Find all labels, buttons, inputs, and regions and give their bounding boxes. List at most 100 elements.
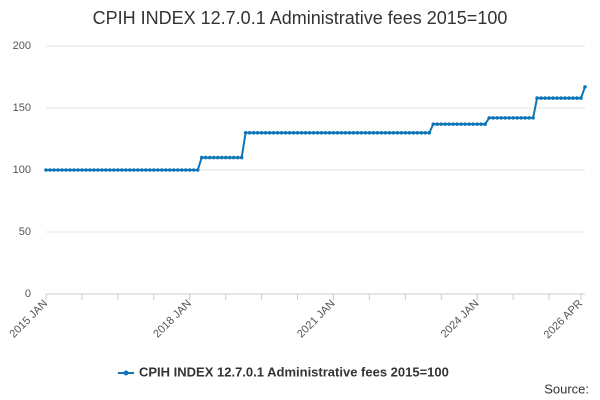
point: [84, 168, 88, 172]
point: [247, 131, 252, 135]
point: [263, 131, 268, 135]
point: [187, 168, 192, 172]
point: [491, 116, 495, 120]
point: [92, 168, 96, 172]
point: [64, 168, 68, 172]
point: [499, 116, 503, 120]
point: [367, 131, 372, 135]
point: [351, 131, 356, 135]
point: [120, 168, 124, 172]
point: [475, 122, 479, 126]
point: [203, 155, 208, 160]
point: [48, 168, 52, 172]
point: [423, 131, 428, 135]
point: [140, 168, 144, 172]
point: [108, 168, 112, 172]
point: [88, 168, 92, 172]
point: [455, 122, 460, 126]
point: [411, 131, 416, 135]
point: [571, 96, 575, 100]
point: [515, 116, 519, 120]
point: [239, 155, 244, 160]
point: [124, 168, 128, 172]
point: [479, 122, 483, 126]
point: [128, 168, 132, 172]
point: [355, 131, 360, 135]
point: [415, 131, 420, 135]
point: [60, 168, 64, 172]
point: [451, 122, 456, 126]
point: [72, 168, 76, 172]
legend-marker: [123, 370, 129, 376]
point: [283, 131, 288, 135]
point: [535, 96, 539, 100]
point: [136, 168, 140, 172]
point: [132, 168, 136, 172]
point: [171, 168, 176, 172]
point: [543, 96, 547, 100]
point: [419, 131, 424, 135]
point: [507, 116, 511, 120]
point: [231, 155, 236, 160]
point: [459, 122, 464, 126]
point: [403, 131, 408, 135]
x-tick-label: 2015 JAN: [8, 298, 51, 341]
point: [148, 168, 152, 172]
point: [407, 131, 412, 135]
point: [299, 131, 304, 135]
point: [259, 131, 264, 135]
point: [104, 168, 108, 172]
point: [116, 168, 120, 172]
source: Source:: [544, 381, 589, 396]
point: [347, 131, 352, 135]
point: [539, 96, 543, 100]
x-tick-label: 2021 JAN: [295, 298, 338, 341]
point: [463, 122, 468, 126]
point: [579, 96, 583, 100]
point: [215, 155, 220, 160]
point: [315, 131, 320, 135]
point: [191, 168, 196, 172]
point: [363, 131, 368, 135]
point: [243, 131, 248, 135]
point: [68, 168, 72, 172]
point: [371, 131, 376, 135]
point: [96, 168, 100, 172]
point: [56, 168, 60, 172]
point: [227, 155, 232, 160]
point: [435, 122, 440, 126]
point: [327, 131, 332, 135]
point: [219, 155, 224, 160]
point: [531, 116, 535, 120]
point: [495, 116, 499, 120]
x-tick-label: 2026 APR: [542, 298, 586, 342]
point: [255, 131, 260, 135]
point: [443, 122, 448, 126]
point: [112, 168, 116, 172]
point: [331, 131, 336, 135]
point: [551, 96, 555, 100]
point: [251, 131, 256, 135]
point: [179, 168, 184, 172]
point: [383, 131, 388, 135]
point: [52, 168, 56, 172]
point: [44, 168, 48, 172]
legend-label: CPIH INDEX 12.7.0.1 Administrative fees …: [139, 364, 449, 379]
point: [271, 131, 276, 135]
point: [395, 131, 400, 135]
point: [427, 131, 432, 135]
point: [399, 131, 404, 135]
y-tick-label: 200: [13, 40, 31, 52]
x-tick-label: 2018 JAN: [151, 298, 194, 341]
point: [467, 122, 472, 126]
point: [267, 131, 272, 135]
point: [151, 168, 156, 172]
point: [487, 116, 491, 120]
point: [80, 168, 84, 172]
point: [155, 168, 160, 172]
point: [447, 122, 452, 126]
x-tick-label: 2024 JAN: [439, 298, 482, 341]
point: [387, 131, 392, 135]
point: [287, 131, 292, 135]
